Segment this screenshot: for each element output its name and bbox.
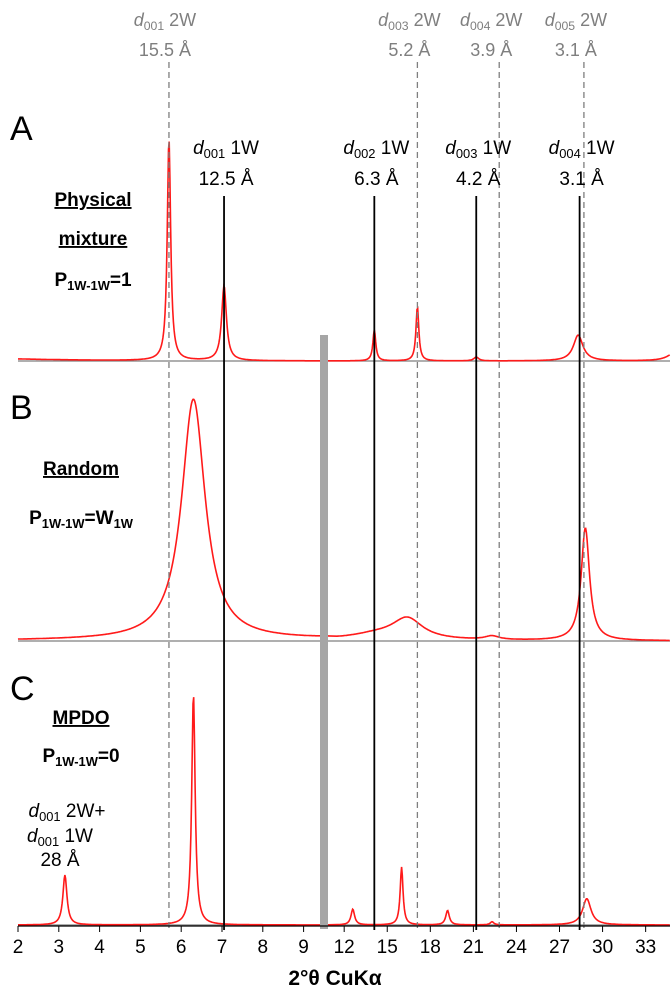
panel-title-line: Physical (54, 190, 131, 211)
panel-b: B Random P1W-1W=W1W (10, 389, 670, 642)
x-tick-label: 9 (298, 937, 309, 958)
ref-value-2w: 3.9 Å (470, 40, 512, 60)
ref-value-2w: 5.2 Å (388, 40, 430, 60)
x-tick-label: 6 (176, 937, 187, 958)
x-tick-label: 30 (592, 937, 613, 958)
peak-label-line2: d001 1W (27, 826, 93, 849)
x-tick-label: 18 (420, 937, 441, 958)
ref-label-1w: d003 1W (445, 138, 511, 161)
panel-equation: P1W-1W=1 (54, 270, 132, 293)
x-tick-label: 3 (54, 937, 65, 958)
ref-value-1w: 6.3 Å (354, 169, 399, 190)
x-tick-label: 33 (635, 937, 656, 958)
panels-layer: A Physical mixture P1W-1W=1 B Random P1W-1W=W1… (10, 110, 671, 929)
ref-label-1w: d002 1W (343, 138, 409, 161)
panel-letter: A (10, 110, 33, 148)
x-tick-label: 27 (549, 937, 570, 958)
ref-value-1w: 3.1 Å (559, 169, 604, 190)
panel-title-line: mixture (59, 229, 128, 250)
panel-curve (18, 141, 671, 362)
reference-lines-1w: d001 1W 12.5 Å d002 1W 6.3 Å d003 1W 4.2 Å d00… (193, 138, 615, 930)
ref-label-2w: d001 2W (134, 10, 196, 33)
ref-label-1w: d001 1W (193, 138, 259, 161)
panel-curve (17, 398, 670, 642)
x-axis: 2 3 4 5 6 7 8 9 12 15 18 21 24 27 30 33 (13, 925, 670, 958)
x-tick-label: 12 (334, 937, 355, 958)
axis-break-bar (320, 335, 328, 929)
panel-curve (18, 697, 670, 926)
panel-a: A Physical mixture P1W-1W=1 (10, 110, 671, 362)
ref-value-1w: 4.2 Å (456, 169, 501, 190)
x-tick-label: 4 (94, 937, 105, 958)
panel-equation: P1W-1W=W1W (29, 508, 134, 531)
x-tick-label: 15 (377, 937, 398, 958)
x-tick-label: 8 (258, 937, 269, 958)
panel-letter: B (10, 389, 33, 427)
ref-label-1w: d004 1W (549, 138, 615, 161)
ref-value-1w: 12.5 Å (199, 169, 254, 190)
ref-value-2w: 15.5 Å (139, 40, 191, 60)
ref-label-2w: d004 2W (460, 10, 522, 33)
panel-equation: P1W-1W=0 (42, 746, 119, 769)
x-tick-label: 24 (506, 937, 528, 958)
peak-label-line1: d001 2W+ (29, 801, 106, 824)
peak-label-value: 28 Å (40, 850, 79, 871)
x-tick-label: 7 (217, 937, 228, 958)
x-axis-label: 2°θ CuKα (288, 967, 381, 990)
x-tick-label: 21 (463, 937, 484, 958)
panel-title-line: MPDO (53, 708, 110, 729)
panel-letter: C (10, 670, 35, 708)
ref-label-2w: d005 2W (545, 10, 607, 33)
ref-value-2w: 3.1 Å (555, 40, 597, 60)
panel-title-line: Random (43, 459, 119, 480)
x-tick-label: 5 (135, 937, 146, 958)
reference-lines-2w: d001 2W 15.5 Å d003 2W 5.2 Å d004 2W 3.9 Å d00… (134, 10, 607, 930)
ref-label-2w: d003 2W (378, 10, 440, 33)
x-tick-label: 2 (13, 937, 24, 958)
